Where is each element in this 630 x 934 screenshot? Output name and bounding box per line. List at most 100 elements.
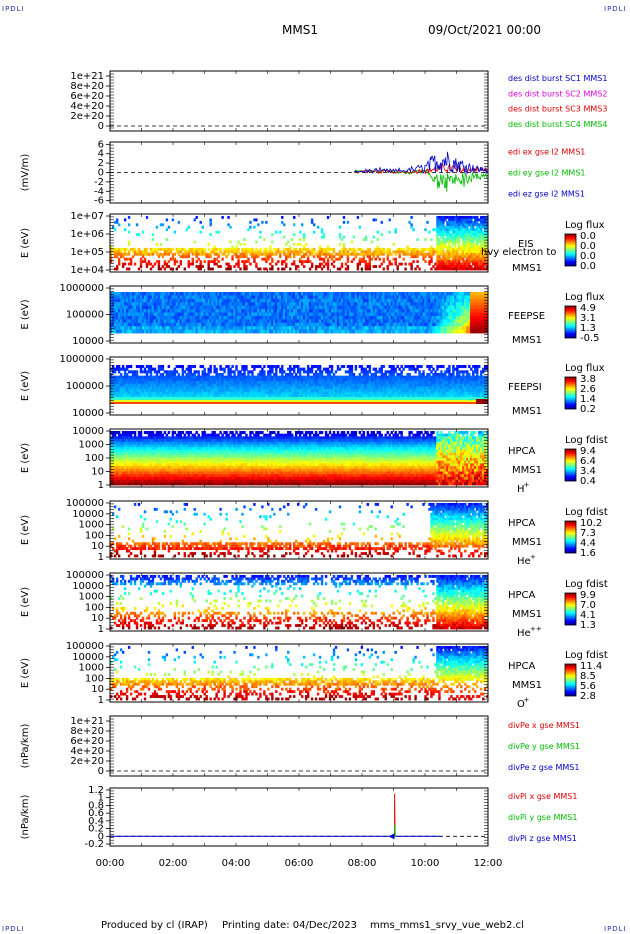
hpca-o-colorbar-tick: 5.6 — [580, 681, 596, 692]
hpca-h-species: H — [517, 484, 525, 495]
divpi-marker — [388, 833, 395, 840]
hpca-o-spacecraft: MMS1 — [512, 680, 542, 691]
des-dist-ytick: 4e+20 — [70, 101, 104, 112]
hpca-he2-ytick: 10000 — [72, 581, 104, 592]
feeps-i-colorbar-tick: 2.6 — [580, 384, 596, 395]
divpi-ytick: -0.2 — [84, 839, 104, 850]
des-dist-legend-item: des dist burst SC4 MMS4 — [508, 120, 607, 129]
panel-divpi — [106, 787, 489, 847]
eis-instrument: EIS — [518, 239, 534, 250]
hpca-h-ytick: 1 — [98, 480, 104, 491]
divpi-ytick: 0 — [98, 831, 104, 842]
feeps-e-colorbar-tick: 1.3 — [580, 323, 596, 334]
feeps-e-colorbar-tick: -0.5 — [580, 333, 600, 344]
hpca-he1-colorbar — [564, 520, 577, 554]
des-dist-ytick: 6e+20 — [70, 91, 104, 102]
hpca-he2-ytick: 1000 — [79, 592, 104, 603]
divpe-ytick: 6e+20 — [70, 736, 104, 747]
hpca-o-ytick: 100 — [85, 673, 104, 684]
feeps-e-ytick: 1000000 — [59, 283, 104, 294]
divpe-legend-item: divPe z gse MMS1 — [508, 763, 579, 772]
hpca-he2-ylabel: E (eV) — [20, 587, 31, 617]
xtick-label: 04:00 — [222, 858, 251, 869]
panel-divpe — [106, 715, 489, 777]
hpca-o-ytick: 10000 — [72, 652, 104, 663]
hpca-o-colorbar — [564, 663, 577, 697]
feeps-e-instrument: FEEPSE — [508, 311, 545, 322]
feeps-i-colorbar-title: Log flux — [565, 363, 605, 374]
divpi-series-red — [394, 793, 396, 837]
eis-colorbar-tick: 0.0 — [580, 231, 596, 242]
hpca-he1-colorbar-tick: 10.2 — [580, 518, 602, 529]
hpca-he1-colorbar-tick: 4.4 — [580, 538, 596, 549]
hpca-he1-ylabel: E (eV) — [20, 515, 31, 545]
feeps-i-colorbar-tick: 1.4 — [580, 394, 596, 405]
panel-hpca-he1 — [106, 500, 577, 560]
divpi-ytick: 1 — [98, 793, 104, 804]
feeps-e-ytick: 10000 — [72, 336, 104, 347]
date-time-title: 09/Oct/2021 00:00 — [428, 23, 542, 37]
xtick-label: 02:00 — [159, 858, 188, 869]
corner-label-top-right: IPDLI — [604, 5, 627, 13]
feeps-i-heatmap-cells — [110, 365, 489, 404]
footer-printing-date: Printing date: 04/Dec/2023 — [222, 920, 358, 931]
des-dist-legend-item: des dist burst SC2 MMS2 — [508, 89, 607, 98]
hpca-he1-colorbar-tick: 7.3 — [580, 528, 596, 539]
panel-feeps-i — [106, 356, 577, 416]
hpca-he1-instrument: HPCA — [508, 518, 536, 529]
des-dist-ytick: 1e+21 — [70, 71, 104, 82]
hpca-o-colorbar-tick: 8.5 — [580, 671, 596, 682]
edi-e-legend-item: edi ey gse l2 MMS1 — [508, 169, 586, 178]
hpca-h-spacecraft: MMS1 — [512, 465, 542, 476]
feeps-e-colorbar — [564, 305, 577, 339]
hpca-he2-ytick: 10 — [91, 613, 104, 624]
hpca-he1-ytick: 100 — [85, 530, 104, 541]
hpca-he1-ytick: 100000 — [66, 498, 104, 509]
des-dist-ytick: 0 — [98, 121, 104, 132]
corner-label-top-left: IPDLI — [2, 5, 25, 13]
hpca-o-heatmap-cells — [110, 646, 489, 701]
hpca-o-ytick: 1 — [98, 695, 104, 706]
feeps-i-instrument: FEEPSI — [508, 382, 542, 393]
hpca-h-colorbar-tick: 9.4 — [580, 446, 596, 457]
eis-overlay: hvy electron to — [481, 247, 556, 258]
eis-colorbar-tick: 0.0 — [580, 251, 596, 262]
panel-hpca-h — [106, 428, 577, 488]
divpe-ytick: 1e+21 — [70, 716, 104, 727]
divpi-ytick: 0.6 — [88, 808, 104, 819]
corner-label-bottom-left: IPDLI — [2, 925, 25, 933]
hpca-he2-colorbar-title: Log fdist — [565, 579, 608, 590]
hpca-he1-ytick: 1000 — [79, 520, 104, 531]
divpi-legend-item: divPi x gse MMS1 — [508, 792, 577, 801]
edi-e-ytick: -6 — [94, 196, 104, 207]
divpi-legend-item: divPi z gse MMS1 — [508, 834, 577, 843]
feeps-i-colorbar-tick: 3.8 — [580, 374, 596, 385]
hpca-he2-colorbar-tick: 1.3 — [580, 620, 596, 631]
hpca-he1-spacecraft: MMS1 — [512, 537, 542, 548]
hpca-he1-charge: + — [530, 553, 536, 561]
hpca-he2-heatmap-cells — [110, 575, 489, 630]
divpe-ytick: 4e+20 — [70, 746, 104, 757]
edi-e-legend-item: edi ez gse l2 MMS1 — [508, 190, 585, 199]
hpca-h-ytick: 100 — [85, 453, 104, 464]
feeps-e-ylabel: E (eV) — [20, 299, 31, 329]
hpca-he1-ytick: 10 — [91, 541, 104, 552]
hpca-o-colorbar-tick: 11.4 — [580, 661, 602, 672]
hpca-he2-ytick: 100 — [85, 602, 104, 613]
hpca-o-ytick: 1000 — [79, 663, 104, 674]
eis-ytick: 1e+07 — [70, 211, 104, 222]
hpca-h-charge: + — [524, 481, 530, 489]
hpca-he1-ytick: 1 — [98, 552, 104, 563]
panel-feeps-e — [106, 285, 577, 344]
eis-colorbar — [564, 233, 577, 267]
hpca-o-charge: + — [524, 696, 530, 704]
feeps-i-colorbar — [564, 376, 577, 410]
hpca-he2-colorbar — [564, 592, 577, 626]
feeps-i-spacecraft: MMS1 — [512, 406, 542, 417]
eis-heatmap-cells — [110, 216, 489, 271]
eis-colorbar-tick: 0.0 — [580, 241, 596, 252]
divpi-ytick: 0.2 — [88, 824, 104, 835]
hpca-he2-spacecraft: MMS1 — [512, 609, 542, 620]
